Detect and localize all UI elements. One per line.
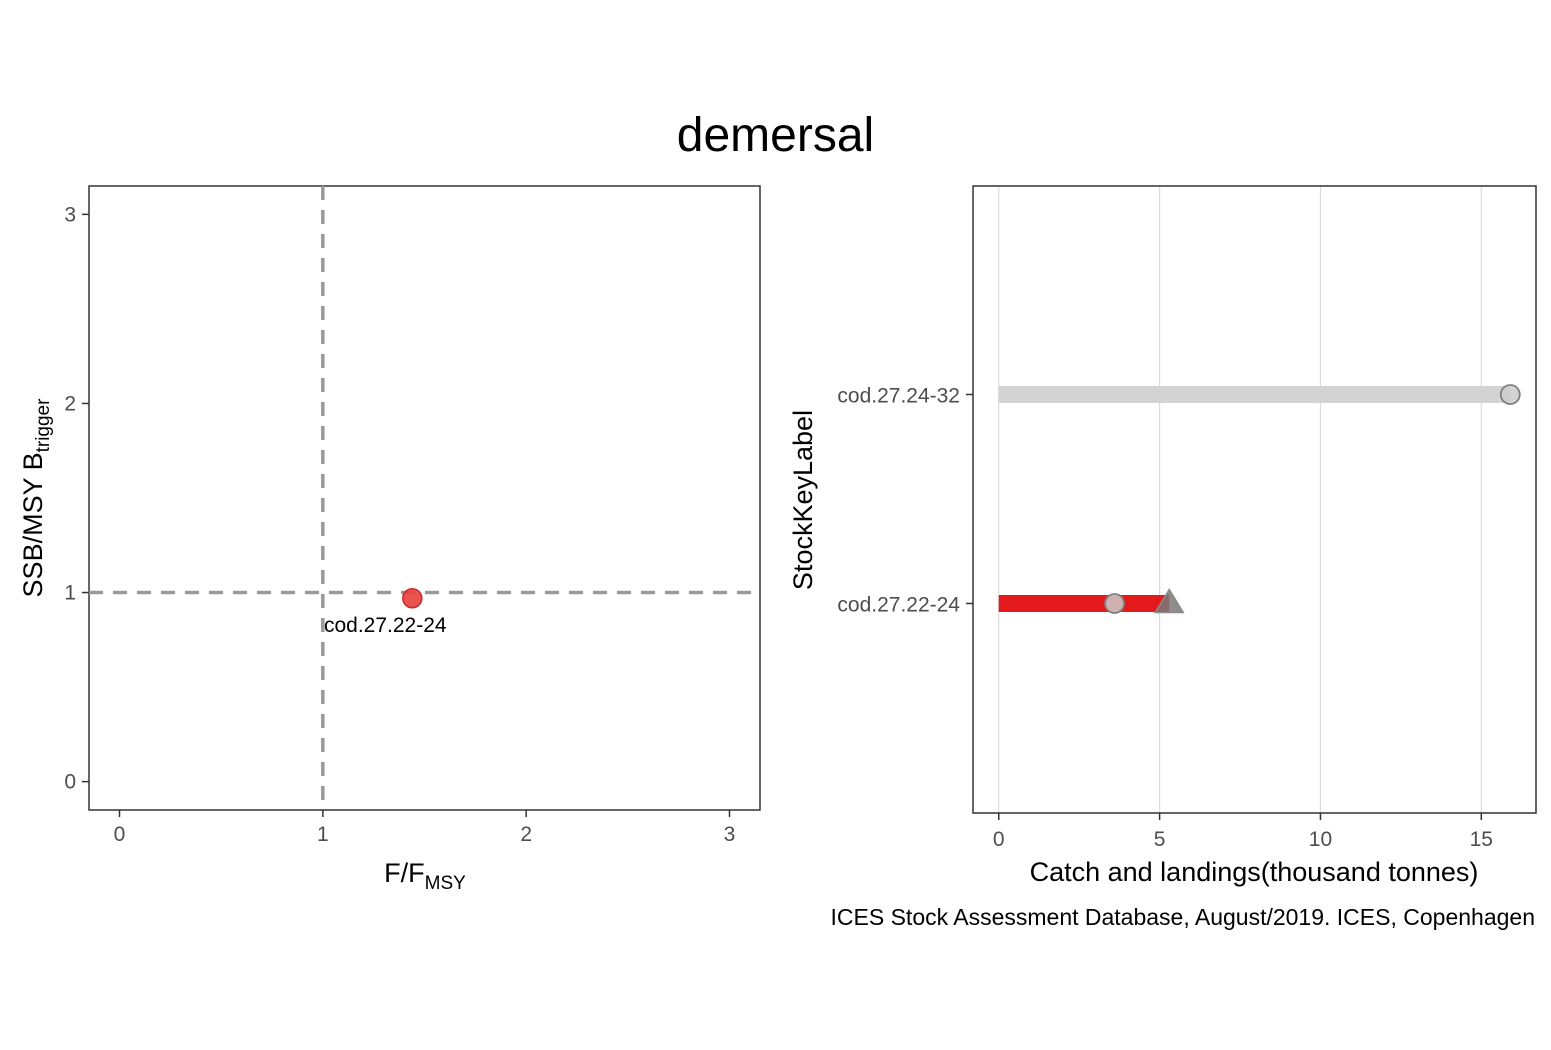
right-y-ticks: cod.27.24-32 cod.27.22-24 [837,385,973,617]
left-panel: 0 1 2 3 0 1 2 3 cod.27.22-24 F/FMSY SSB/MSY Bt… [18,185,761,894]
left-y-tick-label: 2 [64,392,76,415]
left-y-tick-label: 1 [64,582,76,605]
right-panel: 0 5 10 15 cod.27.24-32 cod.27.22-24 Catch an… [788,185,1537,887]
left-y-axis-title-sub: trigger [33,398,54,453]
right-x-ticks: 0 5 10 15 [993,813,1493,851]
left-x-tick-label: 1 [317,823,329,846]
right-plot-frame [972,185,1537,814]
right-x-axis-title: Catch and landings(thousand tonnes) [1030,857,1479,887]
left-x-axis-title: F/FMSY [384,858,466,894]
left-y-tick-label: 0 [64,771,76,794]
right-y-tick-label: cod.27.22-24 [837,594,960,617]
source-caption: ICES Stock Assessment Database, August/2… [830,904,1535,930]
left-x-axis-title-sub: MSY [425,873,467,894]
right-x-tick-label: 5 [1154,828,1166,851]
catch-marker [1499,384,1521,405]
scatter-point-label: cod.27.22-24 [324,614,447,637]
right-bars [998,384,1521,614]
left-x-axis-title-main: F/F [384,858,425,888]
left-plot-frame [88,185,761,811]
left-y-axis-title-main: SSB/MSY B [18,452,48,597]
left-points: cod.27.22-24 [324,587,447,637]
catch-marker [1104,593,1125,614]
right-x-tick-label: 10 [1309,828,1332,851]
left-y-tick-label: 3 [64,203,76,226]
right-x-tick-label: 15 [1470,828,1493,851]
scatter-point [402,587,423,609]
landings-marker [1153,588,1185,614]
right-y-axis-title: StockKeyLabel [788,410,818,590]
left-x-ticks: 0 1 2 3 [114,810,736,846]
chart-title: demersal [676,109,875,162]
right-y-tick-label: cod.27.24-32 [837,385,960,408]
left-y-ticks: 0 1 2 3 [64,203,89,794]
left-x-tick-label: 3 [724,823,736,846]
right-x-tick-label: 0 [993,828,1005,851]
left-x-tick-label: 2 [520,823,532,846]
right-gridlines [998,186,1482,813]
left-x-tick-label: 0 [114,823,126,846]
left-y-axis-title: SSB/MSY Btrigger [18,398,54,598]
